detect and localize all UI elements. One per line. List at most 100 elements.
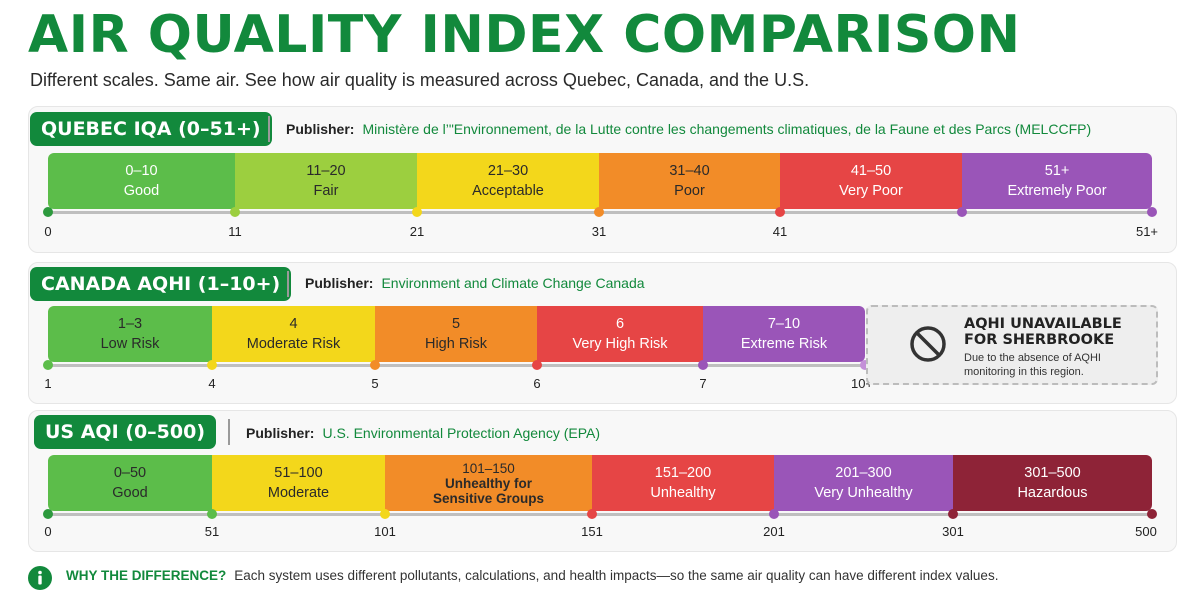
- tick-marker: [769, 509, 779, 519]
- page-subtitle: Different scales. Same air. See how air …: [30, 70, 810, 90]
- tick-marker: [587, 509, 597, 519]
- publisher-label: Publisher:: [305, 275, 374, 291]
- page-title: AIR QUALITY INDEX COMPARISON: [28, 5, 1021, 65]
- segment-label: Moderate Risk: [246, 336, 341, 352]
- tick-marker: [698, 360, 708, 370]
- tick-marker: [43, 360, 53, 370]
- segment-range: 51–100: [274, 465, 323, 481]
- segment-range: 101–150: [462, 460, 515, 476]
- segment-range: 31–40: [669, 163, 710, 179]
- tick-marker: [948, 509, 958, 519]
- quebec-segment-acceptable: 21–30 Acceptable: [417, 153, 599, 209]
- segment-range: 1–3: [117, 316, 143, 332]
- segment-range: 5: [451, 316, 461, 332]
- us-publisher: Publisher: U.S. Environmental Protection …: [246, 425, 600, 441]
- tick-marker: [1147, 207, 1157, 217]
- segment-label: Fair: [313, 183, 339, 199]
- info-icon: [28, 566, 52, 590]
- tick-marker: [957, 207, 967, 217]
- footer-note: WHY THE DIFFERENCE? Each system uses diff…: [66, 568, 998, 583]
- quebec-segment-fair: 11–20 Fair: [235, 153, 417, 209]
- canada-segment-moderate-risk: 4 Moderate Risk: [212, 306, 375, 362]
- canada-track: [48, 364, 865, 367]
- segment-label: Unhealthy for Sensitive Groups: [432, 475, 545, 506]
- tick-label: 7: [699, 376, 707, 391]
- tick-marker: [43, 207, 53, 217]
- tick-label: 51+: [1135, 224, 1159, 239]
- unavailable-text: Due to the absence of AQHI monitoring in…: [964, 352, 1101, 378]
- canada-divider: [287, 271, 289, 297]
- tick-marker: [412, 207, 422, 217]
- tick-marker: [860, 360, 870, 370]
- quebec-segment-extremely-poor: 51+ Extremely Poor: [962, 153, 1152, 209]
- segment-label: Very High Risk: [572, 336, 668, 352]
- segment-label: Hazardous: [1017, 485, 1088, 501]
- publisher-label: Publisher:: [286, 121, 355, 137]
- tick-marker: [532, 360, 542, 370]
- canada-segment-very-high-risk: 6 Very High Risk: [537, 306, 703, 362]
- tick-label: 0: [44, 524, 52, 539]
- canada-segment-low-risk: 1–3 Low Risk: [48, 306, 212, 362]
- tick-label: 5: [371, 376, 379, 391]
- quebec-segment-good: 0–10 Good: [48, 153, 235, 209]
- segment-range: 201–300: [835, 465, 892, 481]
- segment-range: 41–50: [850, 163, 892, 179]
- segment-range: 0–10: [125, 163, 158, 179]
- segment-range: 4: [289, 316, 298, 332]
- segment-label: Good: [112, 485, 148, 501]
- quebec-publisher: Publisher: Ministère de l’"Environnement,…: [286, 121, 1091, 137]
- tick-label: 0: [44, 224, 52, 239]
- tick-label: 151: [581, 524, 603, 539]
- tick-label: 500: [1135, 524, 1157, 539]
- us-segment-very-unhealthy: 201–300 Very Unhealthy: [774, 455, 953, 511]
- publisher-name: Ministère de l’"Environnement, de la Lut…: [362, 121, 1092, 137]
- segment-range: 11–20: [306, 163, 346, 179]
- segment-label: High Risk: [424, 336, 488, 352]
- segment-label: Low Risk: [100, 336, 160, 352]
- publisher-name: U.S. Environmental Protection Agency (EP…: [322, 425, 601, 441]
- us-segment-unhealthy-sensitive: 101–150 Unhealthy for Sensitive Groups: [385, 455, 592, 511]
- tick-label: 21: [409, 224, 425, 239]
- no-entry-icon: [910, 326, 946, 362]
- tick-marker: [207, 509, 217, 519]
- segment-label: Acceptable: [472, 183, 544, 199]
- segment-range: 0–50: [113, 465, 147, 481]
- us-track: [48, 513, 1152, 516]
- tick-label: 201: [763, 524, 785, 539]
- us-segment-good: 0–50 Good: [48, 455, 212, 511]
- us-badge: US AQI (0–500): [34, 415, 217, 449]
- segment-range: 301–500: [1024, 465, 1081, 481]
- segment-label: Very Unhealthy: [814, 485, 913, 501]
- publisher-label: Publisher:: [246, 425, 315, 441]
- tick-marker: [1147, 509, 1157, 519]
- canada-segment-high-risk: 5 High Risk: [375, 306, 537, 362]
- unavailable-heading: AQHI UNAVAILABLE FOR SHERBROOKE: [964, 316, 1122, 348]
- segment-range: 6: [615, 316, 625, 332]
- canada-segment-extreme-risk: 7–10 Extreme Risk: [703, 306, 865, 362]
- tick-marker: [370, 360, 380, 370]
- quebec-segment-poor: 31–40 Poor: [599, 153, 780, 209]
- footer-label: WHY THE DIFFERENCE?: [66, 568, 227, 583]
- tick-label: 4: [208, 376, 216, 391]
- canada-publisher: Publisher: Environment and Climate Change…: [305, 275, 645, 291]
- tick-marker: [230, 207, 240, 217]
- segment-range: 7–10: [767, 316, 801, 332]
- segment-range: 51+: [1044, 163, 1070, 179]
- publisher-name: Environment and Climate Change Canada: [381, 275, 645, 291]
- tick-label: 301: [942, 524, 964, 539]
- quebec-badge: QUEBEC IQA (0–51+): [30, 112, 272, 146]
- quebec-segment-very-poor: 41–50 Very Poor: [780, 153, 962, 209]
- tick-label: 41: [772, 224, 788, 239]
- quebec-divider: [268, 116, 270, 142]
- segment-range: 151–200: [654, 465, 712, 481]
- segment-label: Very Poor: [839, 183, 903, 199]
- tick-label: 6: [533, 376, 541, 391]
- segment-label: Unhealthy: [650, 485, 716, 501]
- tick-label: 51: [204, 524, 220, 539]
- tick-marker: [380, 509, 390, 519]
- us-segment-hazardous: 301–500 Hazardous: [953, 455, 1152, 511]
- canada-badge: CANADA AQHI (1–10+): [30, 267, 292, 301]
- footer-text: Each system uses different pollutants, c…: [234, 568, 999, 583]
- us-segment-moderate: 51–100 Moderate: [212, 455, 385, 511]
- tick-marker: [207, 360, 217, 370]
